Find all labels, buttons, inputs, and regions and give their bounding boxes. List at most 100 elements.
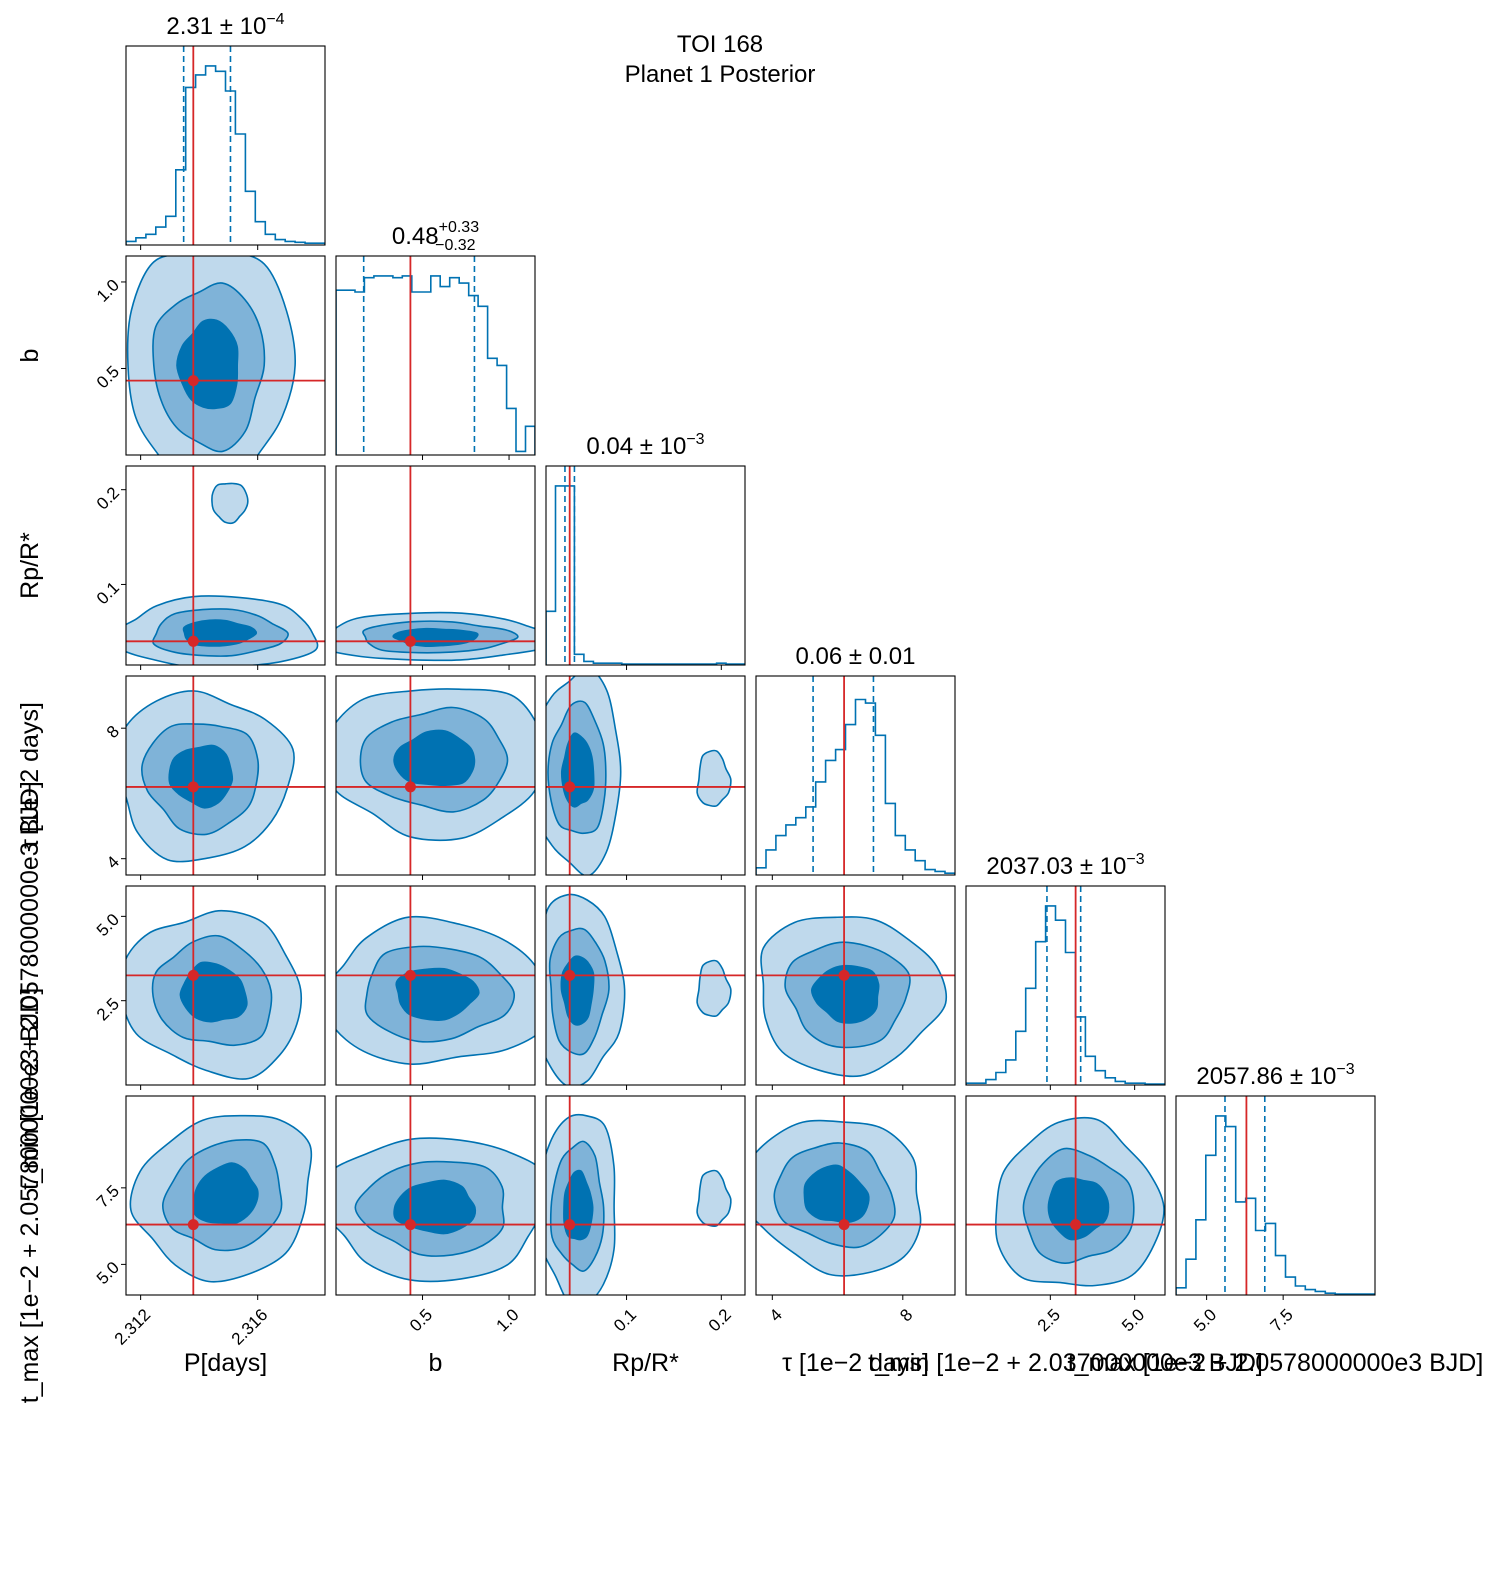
y-tick-label-tau-0: 4 [103, 852, 123, 872]
diag-title-exp: −4 [266, 11, 284, 28]
y-tick-label-Rp-1: 0.2 [93, 483, 123, 513]
panel-content [546, 886, 745, 1085]
y-axis-label-tmin: t_min [1e−2 + 2.0578000000e3 BJD] [16, 781, 44, 1190]
x-tick-label-b-0: 0.5 [406, 1305, 436, 1335]
panel-content [126, 676, 325, 875]
diag-title-base: 2037.03 ± 10 [986, 853, 1126, 880]
truth-marker [404, 781, 416, 793]
diag-title-base: 0.04 ± 10 [586, 433, 686, 460]
contour-inner [192, 1162, 259, 1225]
truth-marker [187, 375, 199, 387]
contour-island [696, 749, 732, 808]
panel-content [126, 1096, 325, 1295]
histogram-P [126, 65, 325, 245]
x-tick-label-Rp-0: 0.1 [610, 1305, 640, 1335]
panel-frame [335, 1095, 536, 1296]
histogram-tau [756, 698, 955, 875]
panel-content [756, 1096, 955, 1295]
truth-marker [404, 635, 416, 647]
diag-title-P: 2.31 ± 10−4 [166, 11, 284, 40]
panel-content [126, 46, 325, 245]
x-axis-label-tmax: t_max [1e−2 + 2.0578000000e3 BJD] [1068, 1349, 1484, 1377]
panel-tmax-vs-tau [755, 1095, 956, 1300]
panel-frame [1175, 1095, 1376, 1296]
diag-title-Rp: 0.04 ± 10−3 [586, 431, 704, 460]
truth-marker [838, 1219, 850, 1231]
panel-tmax-vs-Rp [545, 1095, 746, 1300]
panel-content [756, 676, 955, 875]
x-axis-label-Rp: Rp/R* [612, 1349, 679, 1377]
panel-content [336, 886, 535, 1085]
panel-frame [545, 885, 746, 1086]
panel-content [546, 676, 745, 875]
x-tick-label-tmax-1: 7.5 [1267, 1305, 1297, 1335]
panel-frame [545, 465, 746, 666]
panel-tmin-vs-tau [755, 885, 956, 1090]
panel-Rp-vs-P [121, 465, 326, 670]
truth-marker [187, 1219, 199, 1231]
diag-title-tau: 0.06 ± 0.01 [796, 643, 916, 670]
x-tick-label-tmax-0: 5.0 [1190, 1305, 1220, 1335]
y-tick-label-tmax-1: 7.5 [93, 1181, 123, 1211]
panel-frame [335, 675, 536, 876]
y-tick-label-tau-1: 8 [103, 722, 123, 742]
x-tick-label-tau-1: 8 [896, 1305, 916, 1325]
panel-tmax-vs-b [335, 1095, 536, 1300]
panel-content [756, 886, 955, 1085]
panel-tmin-vs-P [121, 885, 326, 1090]
panel-frame [125, 465, 326, 666]
panel-frame [755, 1095, 956, 1296]
panel-frame [755, 885, 956, 1086]
x-axis-label-tau: τ [1e−2 days] [782, 1349, 929, 1377]
panel-tmax-vs-P [121, 1095, 326, 1300]
x-tick-label-tau-0: 4 [766, 1305, 786, 1325]
x-tick-label-tmin-1: 5.0 [1118, 1305, 1148, 1335]
panel-content [126, 466, 325, 665]
panel-tmin-vs-Rp [545, 885, 746, 1090]
panel-Rp-vs-Rp [545, 465, 746, 670]
panel-P-vs-P [125, 45, 326, 250]
diag-title-b: 0.48+0.33 −0.32 [392, 219, 479, 254]
diag-title-base: 0.48 [392, 223, 439, 250]
contour-island [696, 959, 732, 1018]
panel-frame [545, 1095, 746, 1296]
diag-title-base: 2.31 ± 10 [166, 13, 266, 40]
histogram-tmax [1176, 1115, 1375, 1295]
x-tick-label-P-0: 2.312 [111, 1305, 155, 1349]
histogram-Rp [546, 485, 745, 665]
panel-content [546, 466, 745, 665]
panel-content [966, 886, 1165, 1085]
diag-title-exp: −3 [686, 431, 704, 448]
contour-inner [182, 619, 258, 647]
y-tick-label-tmin-0: 2.5 [93, 994, 123, 1024]
truth-marker [1070, 1219, 1082, 1231]
diag-title-tmin: 2037.03 ± 10−3 [986, 851, 1144, 880]
panel-frame [545, 675, 746, 876]
panel-content [126, 886, 325, 1085]
contour-inner [810, 964, 880, 1024]
histogram-b [336, 275, 535, 455]
diag-title-base: 0.06 ± 0.01 [796, 643, 916, 670]
truth-marker [564, 1219, 576, 1231]
truth-marker [838, 969, 850, 981]
panel-content [126, 256, 325, 455]
panel-Rp-vs-b [335, 465, 536, 670]
truth-marker [404, 969, 416, 981]
y-axis-label-tmax: t_max [1e−2 + 2.0578000000e3 BJD] [16, 988, 44, 1404]
panel-b-vs-b [335, 255, 536, 460]
figure-title-line2: Planet 1 Posterior [625, 61, 816, 88]
y-axis-label-tau: τ [1e−2 days] [16, 702, 44, 849]
panel-frame [965, 1095, 1166, 1296]
y-tick-label-b-1: 1.0 [93, 276, 123, 306]
truth-marker [187, 781, 199, 793]
x-axis-label-tmin: t_min [1e−2 + 2.037000000e3 BJD] [868, 1349, 1263, 1377]
panel-content [1176, 1096, 1375, 1295]
diag-title-tmax: 2057.86 ± 10−3 [1196, 1061, 1354, 1090]
panel-tau-vs-Rp [545, 675, 746, 880]
panel-content [336, 1096, 535, 1295]
diag-title-base: 2057.86 ± 10 [1196, 1063, 1336, 1090]
panel-frame [125, 885, 326, 1086]
panel-content [546, 1096, 745, 1295]
diag-title-sub: −0.32 [435, 237, 476, 254]
